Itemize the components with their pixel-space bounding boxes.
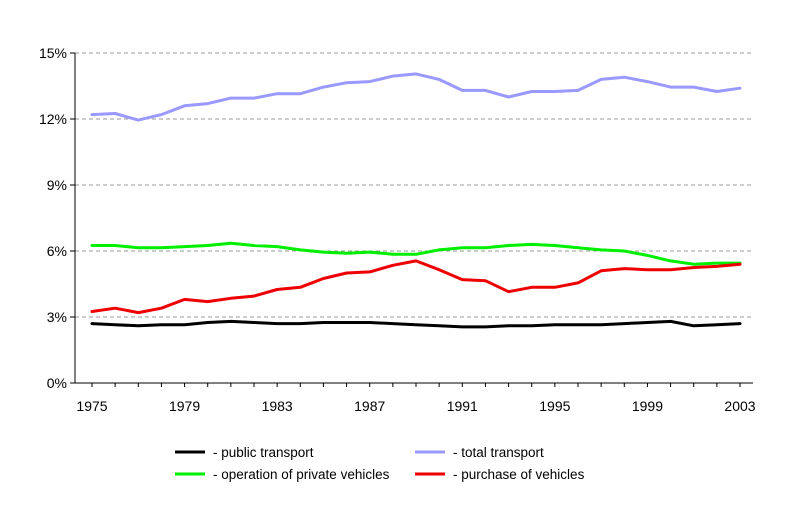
y-tick-label: 15% [39, 45, 67, 61]
gridlines [75, 52, 753, 318]
axes [74, 53, 753, 384]
x-tick-label: 1975 [76, 398, 107, 414]
legend-label: - total transport [453, 445, 544, 460]
y-tick-label: 6% [47, 243, 67, 259]
x-tick-label: 2003 [724, 398, 755, 414]
y-tick-label: 0% [47, 375, 67, 391]
y-tick-label: 9% [47, 177, 67, 193]
x-tick-label: 1979 [169, 398, 200, 414]
x-tick-label: 1999 [632, 398, 663, 414]
series-line-3 [90, 319, 742, 329]
legend-label: - public transport [213, 445, 314, 460]
x-tick-label: 1983 [262, 398, 293, 414]
series-line-1 [90, 241, 742, 266]
legend: - public transport - total transport - ope… [175, 445, 585, 482]
y-tick-label: 3% [47, 309, 67, 325]
legend-label: - operation of private vehicles [213, 467, 390, 482]
x-tick-label: 1991 [447, 398, 478, 414]
x-tick-label: 1995 [539, 398, 570, 414]
series-line-0 [90, 72, 742, 122]
x-tick-label: 1987 [354, 398, 385, 414]
y-tick-label: 12% [39, 111, 67, 127]
legend-label: - purchase of vehicles [453, 467, 585, 482]
x-axis-ticks: 1975 1979 1983 1987 1991 1995 1999 2003 [76, 383, 756, 414]
series-line-2 [90, 259, 742, 315]
y-axis-ticks: 0% 3% 6% 9% 12% 15% [39, 45, 75, 391]
series-lines [90, 72, 742, 329]
